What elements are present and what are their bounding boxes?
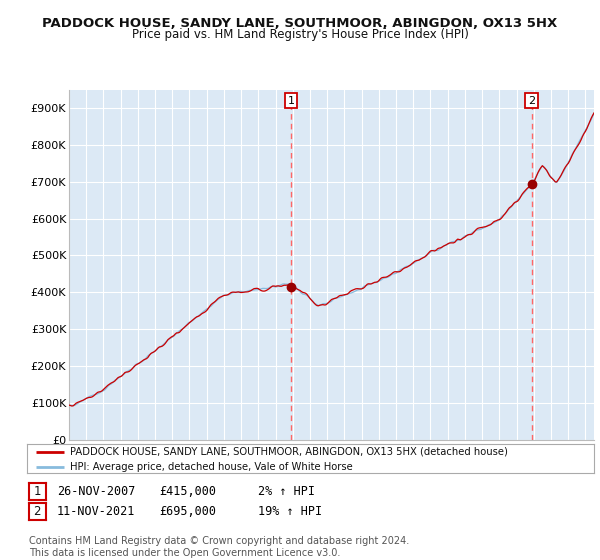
Text: Price paid vs. HM Land Registry's House Price Index (HPI): Price paid vs. HM Land Registry's House … [131, 28, 469, 41]
Text: £695,000: £695,000 [159, 505, 216, 518]
Text: 11-NOV-2021: 11-NOV-2021 [57, 505, 136, 518]
Text: 1: 1 [34, 484, 41, 498]
Text: 1: 1 [287, 96, 295, 106]
Text: HPI: Average price, detached house, Vale of White Horse: HPI: Average price, detached house, Vale… [70, 461, 352, 472]
Text: 2% ↑ HPI: 2% ↑ HPI [258, 484, 315, 498]
Text: 2: 2 [34, 505, 41, 518]
Text: Contains HM Land Registry data © Crown copyright and database right 2024.
This d: Contains HM Land Registry data © Crown c… [29, 536, 409, 558]
Text: £415,000: £415,000 [159, 484, 216, 498]
Text: 2: 2 [528, 96, 535, 106]
Text: PADDOCK HOUSE, SANDY LANE, SOUTHMOOR, ABINGDON, OX13 5HX: PADDOCK HOUSE, SANDY LANE, SOUTHMOOR, AB… [43, 17, 557, 30]
Text: 19% ↑ HPI: 19% ↑ HPI [258, 505, 322, 518]
Text: PADDOCK HOUSE, SANDY LANE, SOUTHMOOR, ABINGDON, OX13 5HX (detached house): PADDOCK HOUSE, SANDY LANE, SOUTHMOOR, AB… [70, 447, 508, 457]
Text: 26-NOV-2007: 26-NOV-2007 [57, 484, 136, 498]
